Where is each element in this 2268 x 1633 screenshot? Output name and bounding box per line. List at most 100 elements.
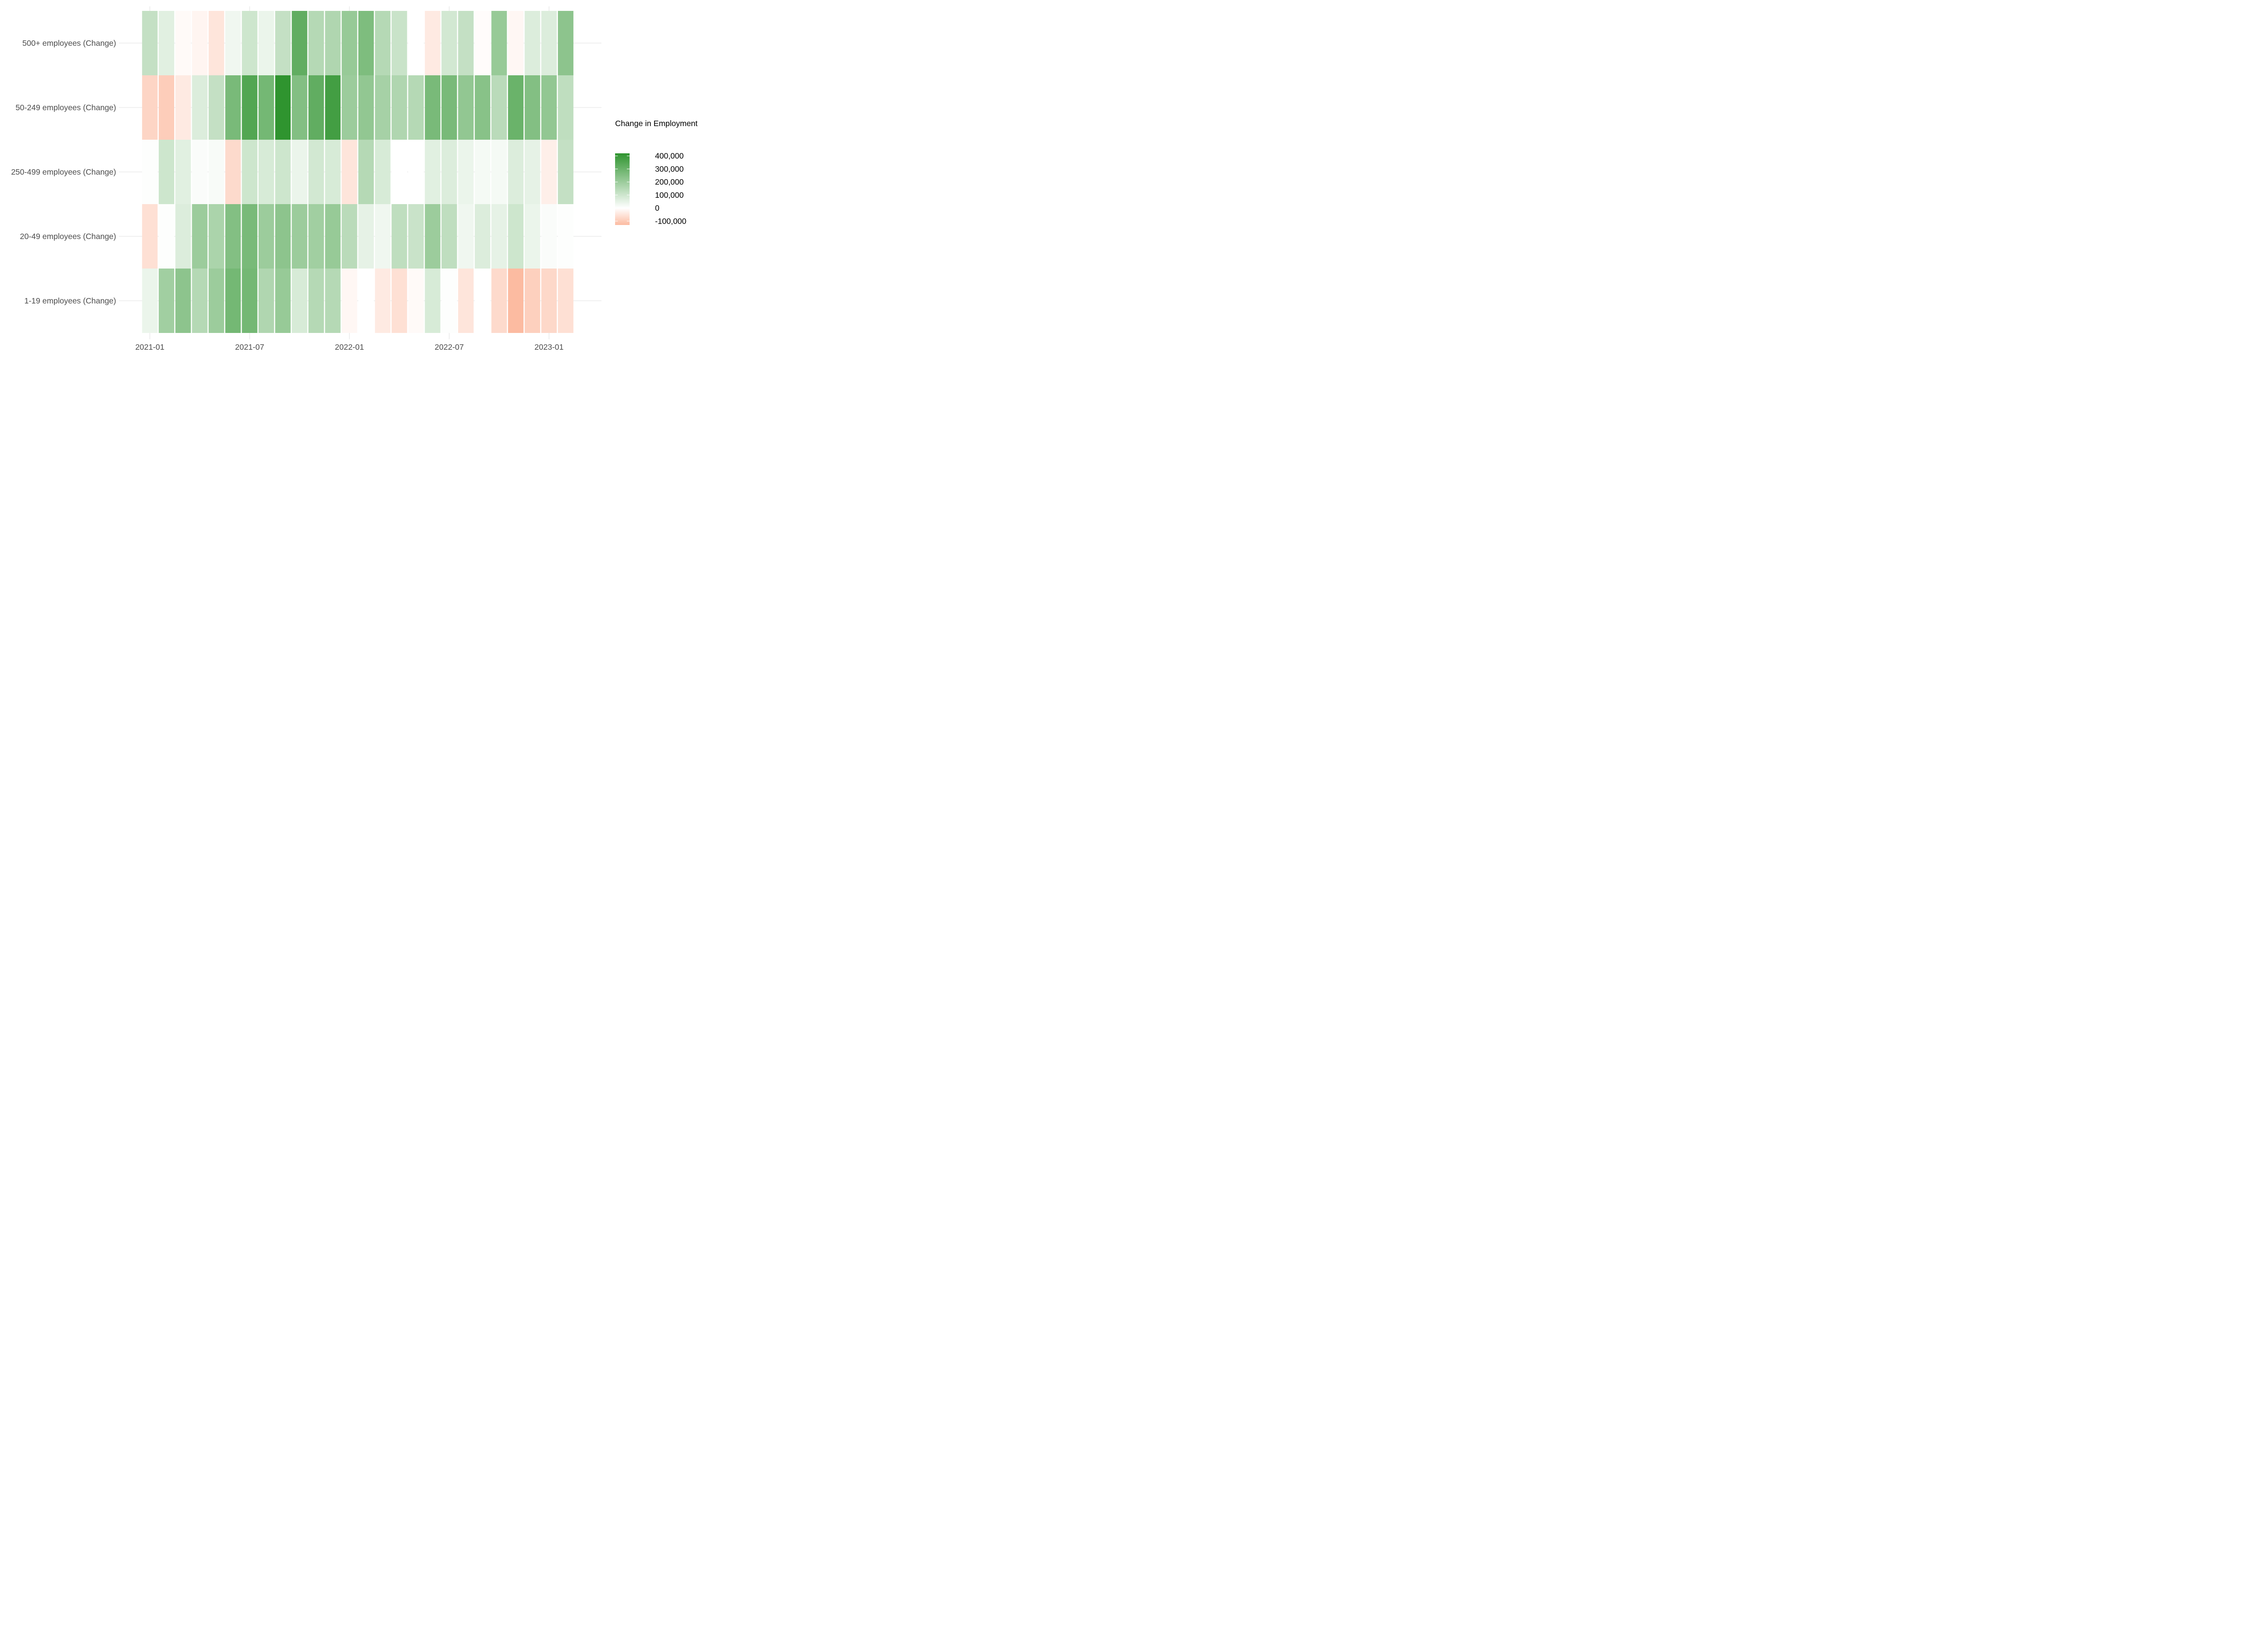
heatmap-cell bbox=[292, 269, 308, 333]
heatmap-cell bbox=[375, 75, 391, 140]
legend-label: -100,000 bbox=[655, 216, 686, 225]
heatmap-cell bbox=[342, 75, 357, 140]
heatmap-cell bbox=[225, 75, 241, 140]
heatmap-cell bbox=[342, 11, 357, 75]
heatmap-cell bbox=[541, 269, 557, 333]
heatmap-cell bbox=[192, 11, 208, 75]
heatmap-cell bbox=[308, 204, 324, 269]
employment-change-heatmap: 500+ employees (Change) 50-249 employees … bbox=[11, 6, 698, 352]
legend-label: 100,000 bbox=[655, 191, 684, 200]
heatmap-cell bbox=[425, 75, 440, 140]
heatmap-cell bbox=[375, 269, 391, 333]
heatmap-cell bbox=[391, 140, 407, 204]
heatmap-cell bbox=[491, 269, 507, 333]
heatmap-cell bbox=[474, 11, 490, 75]
heatmap-cell bbox=[458, 140, 474, 204]
heatmap-cell bbox=[325, 140, 341, 204]
heatmap-cell bbox=[408, 204, 424, 269]
heatmap-cell bbox=[275, 11, 291, 75]
heatmap-cell bbox=[375, 204, 391, 269]
heatmap-cell bbox=[142, 269, 158, 333]
heatmap-cell bbox=[242, 140, 258, 204]
legend-title: Change in Employment bbox=[615, 119, 698, 128]
heatmap-cell bbox=[292, 204, 308, 269]
heatmap-cell bbox=[258, 140, 274, 204]
heatmap-cell bbox=[558, 269, 574, 333]
heatmap-cell bbox=[508, 204, 524, 269]
heatmap-cell bbox=[325, 75, 341, 140]
heatmap-cell bbox=[358, 204, 374, 269]
heatmap-cell bbox=[275, 75, 291, 140]
x-tick-label: 2023-01 bbox=[534, 342, 563, 352]
heatmap-cell bbox=[558, 140, 574, 204]
heatmap-cell bbox=[474, 75, 490, 140]
heatmap-cell bbox=[258, 204, 274, 269]
heatmap-cell bbox=[541, 11, 557, 75]
heatmap-cell bbox=[142, 11, 158, 75]
heatmap-cell bbox=[474, 140, 490, 204]
heatmap-cell bbox=[491, 11, 507, 75]
heatmap-cell bbox=[175, 75, 191, 140]
heatmap-cell bbox=[541, 75, 557, 140]
heatmap-cell bbox=[391, 75, 407, 140]
heatmap-cell bbox=[258, 11, 274, 75]
heatmap-cell bbox=[208, 140, 225, 204]
heatmap-cell bbox=[175, 140, 191, 204]
heatmap-cell bbox=[358, 269, 374, 333]
heatmap-cell bbox=[441, 140, 457, 204]
heatmap-cell bbox=[524, 269, 540, 333]
heatmap-cell bbox=[208, 269, 225, 333]
heatmap-cell bbox=[225, 11, 241, 75]
heatmap-cell bbox=[541, 140, 557, 204]
heatmap-cell bbox=[408, 140, 424, 204]
y-tick-label: 1-19 employees (Change) bbox=[24, 296, 116, 305]
heatmap-cell bbox=[175, 269, 191, 333]
heatmap-cell bbox=[558, 75, 574, 140]
heatmap-cell bbox=[192, 75, 208, 140]
y-axis-labels: 500+ employees (Change) 50-249 employees … bbox=[11, 39, 116, 305]
heatmap-cell bbox=[391, 11, 407, 75]
heatmap-cell bbox=[308, 75, 324, 140]
heatmap-cell bbox=[408, 75, 424, 140]
heatmap-cell bbox=[491, 140, 507, 204]
heatmap-cell bbox=[242, 204, 258, 269]
x-tick-label: 2021-07 bbox=[235, 342, 264, 352]
heatmap-cell bbox=[458, 204, 474, 269]
x-tick-label: 2022-01 bbox=[335, 342, 364, 352]
heatmap-cell bbox=[391, 269, 407, 333]
heatmap-cell bbox=[325, 269, 341, 333]
heatmap-cell bbox=[408, 269, 424, 333]
heatmap-cell bbox=[275, 204, 291, 269]
heatmap-cell bbox=[158, 204, 175, 269]
heatmap-cell bbox=[358, 140, 374, 204]
legend-label: 400,000 bbox=[655, 152, 684, 161]
heatmap-cell bbox=[208, 11, 225, 75]
heatmap-cell bbox=[391, 204, 407, 269]
heatmap-cell bbox=[524, 75, 540, 140]
heatmap-cell bbox=[142, 204, 158, 269]
y-tick-label: 500+ employees (Change) bbox=[22, 39, 116, 48]
heatmap-cell bbox=[491, 75, 507, 140]
heatmap-cell bbox=[342, 140, 357, 204]
heatmap-cell bbox=[175, 11, 191, 75]
legend-label: 200,000 bbox=[655, 177, 684, 186]
heatmap-cell bbox=[292, 11, 308, 75]
heatmap-cell bbox=[225, 204, 241, 269]
legend-label: 300,000 bbox=[655, 164, 684, 173]
heatmap-cell bbox=[142, 75, 158, 140]
x-axis-labels: 2021-01 2021-07 2022-01 2022-07 2023-01 bbox=[135, 342, 563, 352]
heatmap-cell bbox=[458, 11, 474, 75]
legend: Change in Employment 400,000 300,000 200,0… bbox=[615, 119, 698, 225]
heatmap-cell bbox=[425, 11, 440, 75]
heatmap-cell bbox=[508, 11, 524, 75]
heatmap-cell bbox=[425, 269, 440, 333]
heatmap-cell bbox=[458, 269, 474, 333]
heatmap-cell bbox=[358, 75, 374, 140]
heatmap-cell bbox=[558, 204, 574, 269]
heatmap-cell bbox=[508, 75, 524, 140]
heatmap-cell bbox=[358, 11, 374, 75]
x-tick-label: 2021-01 bbox=[135, 342, 164, 352]
heatmap-cell bbox=[524, 11, 540, 75]
y-tick-label: 250-499 employees (Change) bbox=[11, 167, 116, 176]
heatmap-cell bbox=[441, 204, 457, 269]
